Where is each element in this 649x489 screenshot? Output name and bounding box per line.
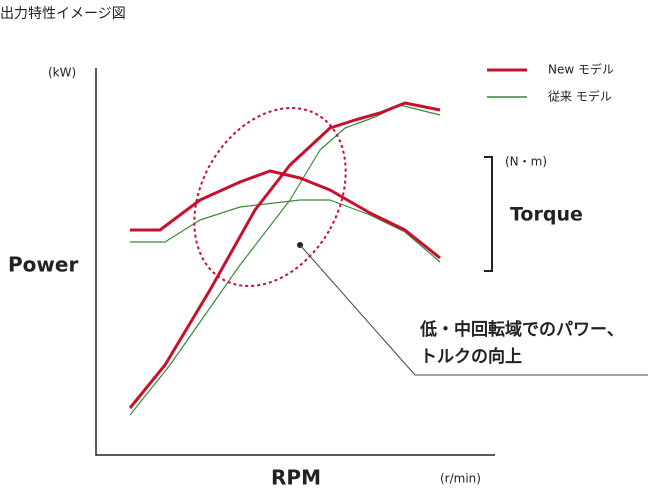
axes <box>95 68 495 456</box>
old-power-curve <box>129 104 441 416</box>
x-label: RPM <box>271 466 321 489</box>
y-label: Power <box>8 253 78 277</box>
title: 出力特性イメージ図 <box>0 6 126 22</box>
legend-old: 従来 モデル <box>548 89 612 104</box>
old-torque-curve <box>130 199 441 263</box>
highlight-ellipse <box>193 106 347 288</box>
x-unit: (r/min) <box>440 472 481 486</box>
new-power-curve <box>128 101 441 409</box>
leader-line <box>299 244 648 376</box>
legend-new: New モデル <box>548 62 614 77</box>
torque-label: Torque <box>510 204 583 226</box>
new-torque-curve <box>130 169 441 260</box>
annotation-line: 低・中回転域でのパワー、 <box>419 319 624 340</box>
annotation-line: トルクの向上 <box>420 346 522 367</box>
torque-bracket <box>484 156 493 272</box>
y-unit: (kW) <box>48 66 76 80</box>
torque-unit: (N・m) <box>505 155 547 169</box>
